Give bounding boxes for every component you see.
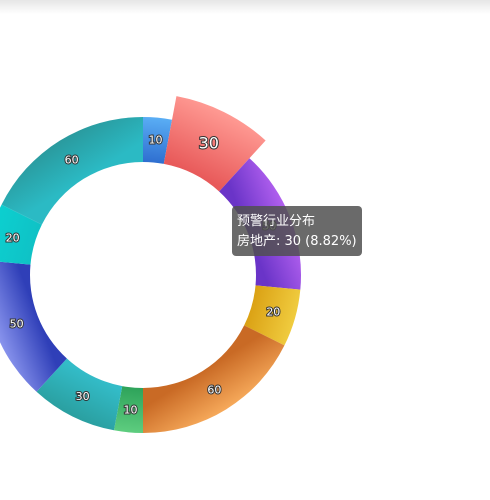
slice-label-1: 30 <box>199 133 219 152</box>
slice-label-7: 50 <box>10 317 24 330</box>
top-shadow <box>0 0 490 14</box>
donut-slice-0[interactable] <box>143 117 173 164</box>
slice-label-8: 20 <box>6 231 20 244</box>
donut-slice-3[interactable] <box>244 285 301 346</box>
tooltip-value: 房地产: 30 (8.82%) <box>237 234 357 249</box>
donut-slice-8[interactable] <box>0 204 42 265</box>
donut-slice-1[interactable] <box>163 96 266 192</box>
chart-tooltip: 预警行业分布 房地产: 30 (8.82%) <box>232 206 362 256</box>
slice-label-3: 20 <box>266 306 280 319</box>
donut-slice-5[interactable] <box>113 386 143 433</box>
slice-label-5: 10 <box>123 403 137 416</box>
donut-slice-7[interactable] <box>0 260 67 392</box>
slice-label-6: 30 <box>76 390 90 403</box>
donut-slice-9[interactable] <box>1 117 144 225</box>
slice-label-0: 10 <box>149 134 163 147</box>
donut-slice-4[interactable] <box>143 325 285 433</box>
tooltip-title: 预警行业分布 <box>237 214 316 229</box>
donut-slice-6[interactable] <box>36 358 123 431</box>
slice-label-4: 60 <box>207 384 221 397</box>
slice-label-9: 60 <box>65 153 79 166</box>
